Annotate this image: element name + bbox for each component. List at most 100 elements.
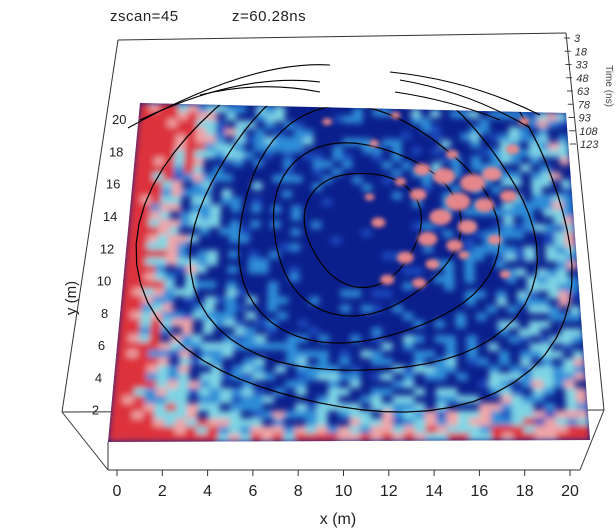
heatmap-cell <box>194 150 205 159</box>
heatmap-cell <box>514 246 526 254</box>
heatmap-cell <box>540 171 552 180</box>
heatmap-cell <box>412 267 424 276</box>
heatmap-cell <box>306 372 318 381</box>
heatmap-cell <box>519 350 531 359</box>
heatmap-cell <box>491 432 503 441</box>
heatmap-cell <box>563 373 575 381</box>
heatmap-cell <box>254 342 266 350</box>
heatmap-cell <box>267 289 279 297</box>
heatmap-cell <box>443 260 454 268</box>
heatmap-cell <box>263 151 274 160</box>
heatmap-cell <box>147 234 159 243</box>
heatmap-cell <box>555 417 568 426</box>
heatmap-cell <box>175 265 187 274</box>
heatmap-cell <box>547 283 559 292</box>
heatmap-cell <box>213 319 225 327</box>
heatmap-cell <box>488 373 500 381</box>
heatmap-cell <box>349 380 361 389</box>
isosurface-blob <box>412 277 427 288</box>
heatmap-cell <box>294 121 305 130</box>
z-tick-label: 18 <box>575 46 588 58</box>
heatmap-cell <box>154 157 165 166</box>
heatmap-cell <box>269 250 280 259</box>
heatmap-cell <box>328 380 340 389</box>
heatmap-cell <box>371 403 382 411</box>
heatmap-cell <box>552 209 564 217</box>
heatmap-cell <box>548 306 560 314</box>
heatmap-cell <box>327 395 339 404</box>
heatmap-cell <box>464 268 475 276</box>
heatmap-cell <box>258 266 269 274</box>
heatmap-cell <box>113 372 126 381</box>
heatmap-cell <box>511 402 523 411</box>
heatmap-cell <box>487 343 499 351</box>
heatmap-cell <box>165 257 177 266</box>
heatmap-cell <box>162 303 174 312</box>
heatmap-cell <box>197 104 208 113</box>
heatmap-cell <box>312 167 323 176</box>
heatmap-cell <box>174 149 185 158</box>
heatmap-cell <box>162 295 174 304</box>
heatmap-cell <box>316 403 328 411</box>
heatmap-cell <box>573 365 586 374</box>
heatmap-cell <box>171 188 182 197</box>
isosurface-blob <box>425 259 440 270</box>
heatmap-cell <box>455 320 467 328</box>
heatmap-cell <box>167 372 179 381</box>
heatmap-cell <box>349 433 361 441</box>
heatmap-cell <box>531 186 542 195</box>
x-tick-label: 12 <box>380 483 398 500</box>
heatmap-cell <box>176 119 188 128</box>
heatmap-cell <box>413 357 425 366</box>
heatmap-cell <box>533 410 545 418</box>
heatmap-cell <box>411 147 422 155</box>
heatmap-cell <box>137 234 148 242</box>
heatmap-cell <box>165 142 176 150</box>
heatmap-cell <box>436 410 448 419</box>
heatmap-cell <box>401 161 412 170</box>
heatmap-cell <box>195 280 207 289</box>
heatmap-cell <box>486 305 498 314</box>
heatmap-cell <box>239 235 250 244</box>
heatmap-cell <box>275 106 286 115</box>
heatmap-cell <box>188 380 200 389</box>
heatmap-cell <box>537 119 548 128</box>
heatmap-cell <box>233 334 245 343</box>
heatmap-cell <box>401 131 412 140</box>
upper-contour-line <box>394 91 501 121</box>
heatmap-cell <box>338 433 350 442</box>
heatmap-cell <box>230 204 242 213</box>
heatmap-cell <box>183 296 195 304</box>
heatmap-cell <box>142 288 154 296</box>
heatmap-cell <box>370 418 382 426</box>
heatmap-cell <box>214 296 226 304</box>
heatmap-cell <box>190 204 201 212</box>
heatmap-cell <box>562 358 574 366</box>
heatmap-cell <box>145 257 157 266</box>
heatmap-cell <box>532 201 543 210</box>
heatmap-cell <box>392 425 404 434</box>
heatmap-cell <box>186 403 199 412</box>
heatmap-cell <box>234 143 245 152</box>
heatmap-cell <box>564 231 576 240</box>
heatmap-cell <box>570 313 582 322</box>
heatmap-cell <box>555 410 567 418</box>
heatmap-cell <box>155 388 167 396</box>
heatmap-cell <box>514 253 526 262</box>
heatmap-cell <box>470 140 481 149</box>
heatmap-cell <box>491 185 502 194</box>
isosurface-blob <box>390 111 401 119</box>
heatmap-cell <box>520 164 531 172</box>
heatmap-cell <box>381 425 393 434</box>
heatmap-cell <box>161 188 172 197</box>
heatmap-cell <box>146 365 158 373</box>
heatmap-cell <box>126 233 138 242</box>
heatmap-cell <box>565 395 577 403</box>
heatmap-cell <box>457 410 469 419</box>
heatmap-cell <box>332 153 343 161</box>
heatmap-cell <box>273 410 285 419</box>
heatmap-cell <box>332 145 343 154</box>
heatmap-cell <box>564 387 576 396</box>
heatmap-cell <box>381 433 393 441</box>
